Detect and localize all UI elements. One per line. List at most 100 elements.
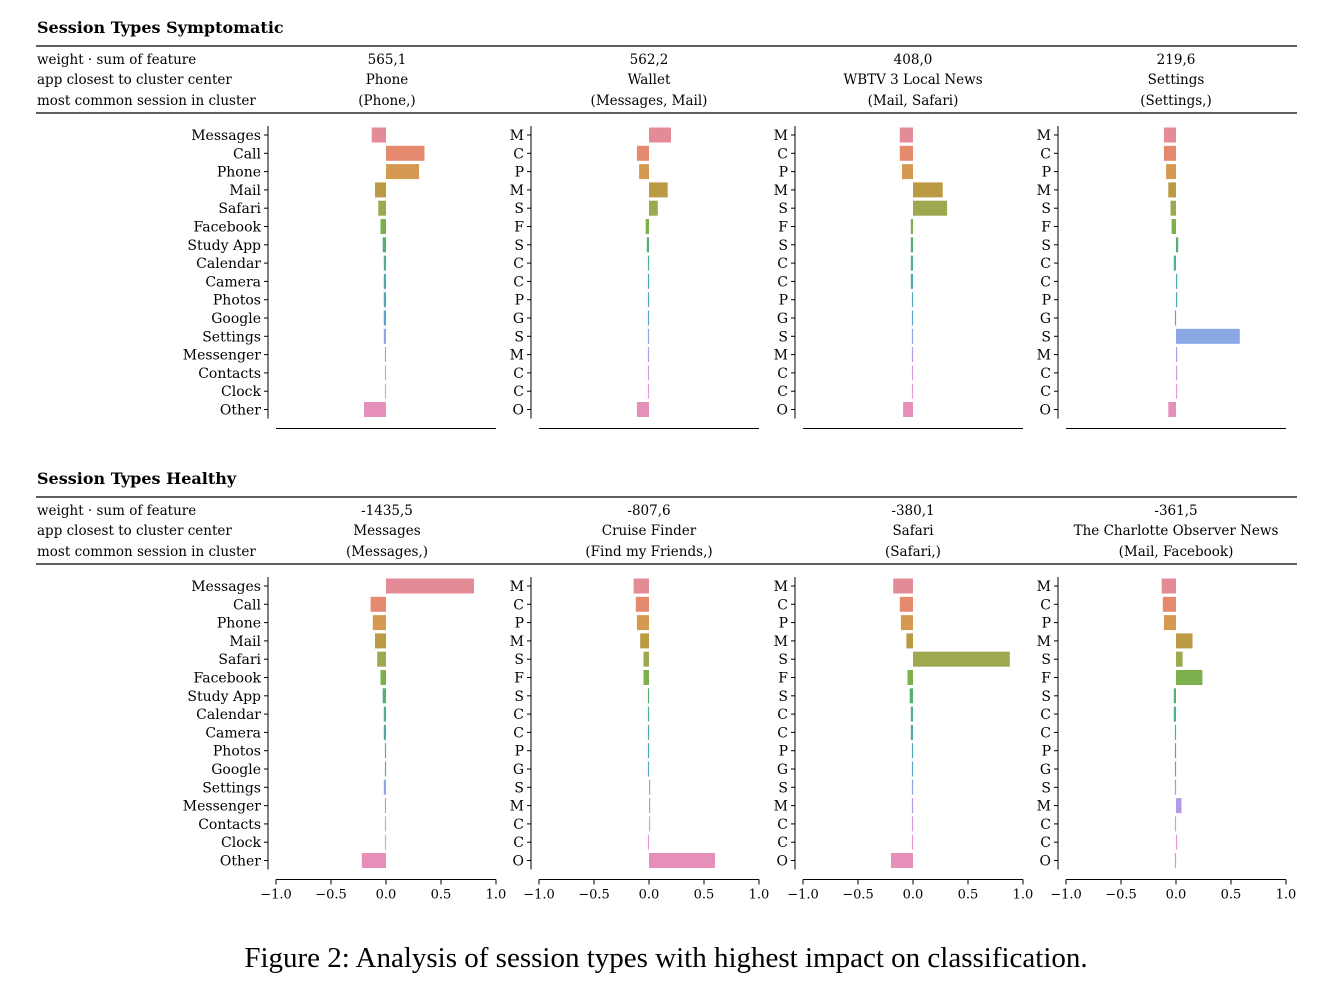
y-tick-label: C: [513, 146, 524, 162]
bar-settings: [911, 779, 914, 795]
bar-calendar: [647, 706, 650, 722]
bar-mail: [375, 633, 386, 649]
y-tick-label: M: [1037, 183, 1051, 199]
y-tick-label: G: [513, 311, 524, 327]
bar-other: [891, 853, 913, 868]
bar-safari: [649, 200, 658, 216]
y-tick-label: O: [777, 403, 788, 419]
panel-common-session: (Mail, Facebook): [1119, 544, 1234, 560]
bar-mail: [913, 182, 943, 198]
y-tick-label: F: [514, 671, 524, 687]
panel-4: -361,5 The Charlotte Observer News (Mail, …: [1037, 503, 1297, 903]
figure-caption: Figure 2: Analysis of session types with…: [244, 942, 1087, 974]
y-tick-label: C: [777, 835, 788, 851]
bar-settings: [383, 779, 386, 795]
bar-facebook: [907, 670, 913, 685]
y-tick-label: Clock: [221, 835, 261, 851]
bar-mail: [375, 182, 386, 198]
y-tick-label: C: [777, 384, 788, 400]
y-tick-label: Safari: [218, 652, 261, 668]
bar-contacts: [911, 365, 914, 381]
bar-messenger: [911, 347, 914, 363]
y-tick-label: M: [510, 579, 524, 595]
y-tick-label: G: [777, 311, 788, 327]
bar-camera: [383, 273, 386, 289]
x-tick-label: −1.0: [260, 888, 292, 903]
panel-weight: -807,6: [627, 503, 670, 519]
y-tick-label: M: [510, 128, 524, 144]
y-tick-label: Calendar: [196, 256, 261, 272]
x-tick-label: −0.5: [315, 888, 347, 903]
section-title: Session Types Healthy: [37, 469, 237, 488]
y-tick-label: Call: [233, 597, 262, 613]
bar-messages: [893, 578, 913, 594]
x-tick-label: 0.5: [958, 888, 979, 903]
y-tick-label: Contacts: [198, 817, 261, 833]
y-tick-label: C: [513, 366, 524, 382]
y-tick-label: Facebook: [193, 220, 261, 236]
bar-safari: [1170, 200, 1176, 216]
x-tick-label: 1.0: [1013, 888, 1034, 903]
y-tick-label: C: [513, 817, 524, 833]
bar-mail: [1176, 633, 1193, 649]
y-tick-label: Clock: [221, 384, 261, 400]
bar-phone: [1166, 164, 1176, 180]
y-tick-label: S: [1041, 329, 1051, 345]
bar-contacts: [1174, 816, 1177, 832]
y-tick-label: Other: [220, 854, 261, 870]
bar-phone: [900, 615, 913, 631]
y-tick-label: S: [778, 689, 788, 705]
bar-calendar: [647, 255, 650, 271]
bar-call: [899, 596, 913, 612]
panel-common-session: (Messages,): [346, 544, 428, 560]
y-tick-label: Google: [211, 311, 261, 327]
y-tick-label: Phone: [217, 616, 261, 632]
y-tick-label: C: [513, 707, 524, 723]
bar-study-app: [1176, 237, 1179, 253]
y-tick-label: Camera: [205, 725, 261, 741]
bar-contacts: [1176, 365, 1178, 381]
bar-facebook: [380, 670, 386, 685]
bar-study-app: [382, 688, 386, 704]
x-tick-label: 0.0: [376, 888, 397, 903]
y-tick-label: S: [778, 329, 788, 345]
bar-facebook: [1171, 219, 1176, 234]
bar-call: [1162, 596, 1176, 612]
bar-photos: [911, 743, 914, 759]
bar-phone: [372, 615, 386, 631]
y-tick-label: F: [778, 220, 788, 236]
y-tick-label: O: [513, 403, 524, 419]
bar-phone: [902, 164, 913, 180]
bar-call: [635, 596, 649, 612]
bar-google: [383, 310, 386, 326]
y-tick-label: Camera: [205, 274, 261, 290]
bar-messenger: [384, 798, 387, 814]
bar-contacts: [649, 816, 651, 832]
y-tick-label: Photos: [213, 744, 261, 760]
bar-safari: [1176, 651, 1183, 667]
bar-camera: [647, 724, 650, 740]
bar-messages: [1161, 578, 1176, 594]
bar-other: [1168, 402, 1176, 417]
x-tick-label: 0.5: [694, 888, 715, 903]
bar-google: [1174, 310, 1177, 326]
bar-mail: [1168, 182, 1176, 198]
y-tick-label: F: [514, 220, 524, 236]
bar-study-app: [646, 237, 649, 253]
header-label: weight · sum of feature: [37, 52, 196, 68]
y-tick-label: Phone: [217, 165, 261, 181]
bar-photos: [911, 292, 914, 308]
section-healthy: Session Types Healthy weight · sum of fea…: [36, 469, 1297, 903]
y-tick-label: C: [1040, 274, 1051, 290]
section-title: Session Types Symptomatic: [37, 18, 284, 37]
y-tick-label: P: [515, 165, 524, 181]
y-tick-label: C: [1040, 366, 1051, 382]
bar-study-app: [382, 237, 386, 253]
bar-photos: [384, 743, 387, 759]
y-tick-label: M: [1037, 634, 1051, 650]
bar-safari: [643, 651, 649, 667]
bar-google: [911, 310, 914, 326]
x-tick-label: 1.0: [1276, 888, 1297, 903]
